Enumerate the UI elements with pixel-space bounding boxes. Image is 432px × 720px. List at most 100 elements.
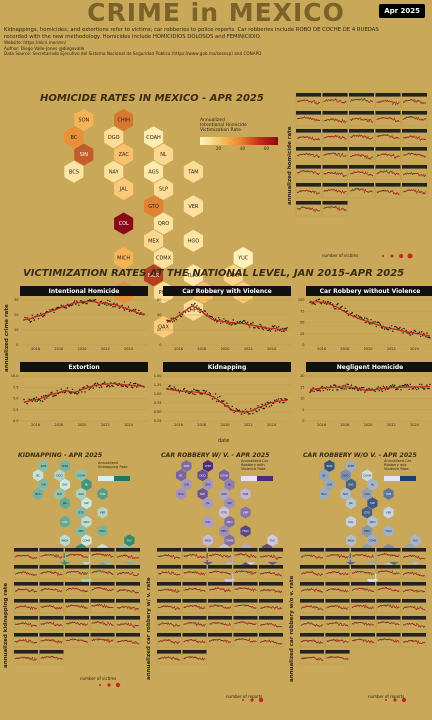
- data-point: [338, 554, 340, 556]
- data-point: [192, 393, 194, 395]
- data-point: [335, 385, 337, 387]
- state-hex-mich[interactable]: MICH: [113, 246, 134, 270]
- trend-line: [209, 622, 231, 626]
- state-hex-hgo[interactable]: HGO: [96, 524, 109, 538]
- state-hex-col[interactable]: COL: [113, 211, 134, 236]
- trend-line: [352, 621, 374, 626]
- y-tick-label: 20: [14, 313, 18, 317]
- small-multiple-panel: ZAC: [39, 565, 64, 580]
- state-hex-bcs[interactable]: BCS: [63, 159, 85, 184]
- panel-label: SLP: [385, 582, 391, 586]
- data-point: [339, 135, 341, 137]
- data-point: [365, 171, 366, 173]
- data-point: [54, 625, 56, 627]
- trend-line: [403, 116, 426, 121]
- data-point: [121, 385, 124, 387]
- small-multiple-panel: SLP: [233, 582, 258, 597]
- data-point: [336, 135, 338, 137]
- data-point: [306, 622, 308, 624]
- data-point: [281, 398, 283, 400]
- state-hex-col[interactable]: COL: [345, 515, 357, 529]
- data-point: [379, 323, 381, 326]
- trend-line: [376, 117, 400, 122]
- state-hex-tam[interactable]: TAM: [382, 487, 395, 501]
- data-point: [173, 656, 175, 658]
- data-point: [250, 408, 252, 410]
- data-point: [123, 606, 125, 608]
- state-hex-tam[interactable]: TAM: [182, 159, 204, 184]
- trend-line: [117, 572, 139, 576]
- state-hex-mich[interactable]: MICH: [202, 533, 214, 547]
- state-hex-col[interactable]: COL: [59, 515, 71, 529]
- data-point: [203, 641, 205, 643]
- state-hex-mich[interactable]: MICH: [59, 533, 71, 547]
- data-point: [412, 388, 415, 390]
- data-point: [91, 572, 93, 574]
- state-label: NL: [228, 483, 232, 487]
- state-label: SLP: [370, 501, 375, 505]
- data-point: [196, 625, 198, 626]
- data-point: [74, 554, 76, 556]
- state-hex-ver[interactable]: VER: [96, 506, 109, 519]
- small-multiple-panel: ZAC: [322, 111, 348, 127]
- state-hex-chps[interactable]: CHPS: [182, 297, 204, 322]
- data-point: [424, 388, 426, 390]
- data-point: [112, 385, 114, 387]
- state-hex-ver[interactable]: VER: [182, 194, 204, 219]
- data-point: [83, 386, 85, 388]
- data-point: [356, 622, 358, 624]
- state-hex-tam[interactable]: TAM: [96, 487, 109, 501]
- data-point: [276, 326, 278, 328]
- state-hex-jal[interactable]: JAL: [113, 177, 134, 201]
- panel-label: NL: [218, 565, 223, 569]
- x-tick-label: 2016: [31, 423, 40, 427]
- data-point: [104, 640, 106, 642]
- state-hex-bcs[interactable]: BCS: [32, 487, 44, 501]
- website-link[interactable]: Website: https://elcri.men/en/: [4, 40, 67, 46]
- data-point: [335, 308, 337, 310]
- state-hex-mich[interactable]: MICH: [345, 533, 357, 547]
- data-point: [307, 589, 309, 591]
- data-point: [381, 621, 383, 623]
- data-point: [329, 656, 331, 658]
- panel-label: SON: [305, 93, 313, 97]
- state-hex-bcs[interactable]: BCS: [318, 487, 330, 501]
- data-point: [32, 398, 34, 400]
- y-tick-label: 0: [16, 343, 18, 347]
- panel-label: OAX: [191, 650, 199, 654]
- state-label: SIN: [184, 483, 188, 487]
- state-hex-hgo[interactable]: HGO: [182, 228, 204, 253]
- state-label: GTO: [78, 511, 84, 515]
- state-hex-hgo[interactable]: HGO: [382, 524, 395, 538]
- data-point: [403, 327, 405, 330]
- state-hex-ver[interactable]: VER: [382, 506, 395, 519]
- small-multiple-panel: YUC: [90, 616, 115, 631]
- data-point: [303, 135, 305, 137]
- state-hex-jal[interactable]: JAL: [202, 496, 214, 510]
- state-label: ZAC: [348, 483, 354, 487]
- state-hex-jal[interactable]: JAL: [59, 496, 71, 510]
- state-hex-tam[interactable]: TAM: [239, 487, 252, 501]
- data-point: [378, 322, 380, 324]
- data-point: [44, 657, 46, 659]
- x-tick-label: 2020: [364, 423, 373, 427]
- size-legend-dot: [107, 683, 111, 687]
- state-hex-col[interactable]: COL: [202, 515, 214, 529]
- trend-line: [350, 98, 373, 103]
- small-multiple-panel: CAMP: [299, 633, 325, 648]
- data-point: [231, 405, 233, 408]
- small-multiple-panel: COAH: [401, 548, 427, 563]
- state-hex-jal[interactable]: JAL: [345, 496, 357, 510]
- state-hex-ver[interactable]: VER: [239, 506, 252, 519]
- trend-line: [166, 388, 287, 413]
- panel-label: BC: [75, 548, 80, 552]
- data-point: [243, 320, 246, 322]
- trend-line: [234, 553, 256, 558]
- data-point: [405, 329, 407, 332]
- page-title: CRIME in MEXICO: [87, 0, 345, 27]
- data-point: [218, 606, 220, 608]
- data-point: [423, 192, 425, 194]
- data-point: [174, 589, 176, 590]
- state-hex-hgo[interactable]: HGO: [239, 524, 252, 538]
- state-hex-bcs[interactable]: BCS: [175, 487, 187, 501]
